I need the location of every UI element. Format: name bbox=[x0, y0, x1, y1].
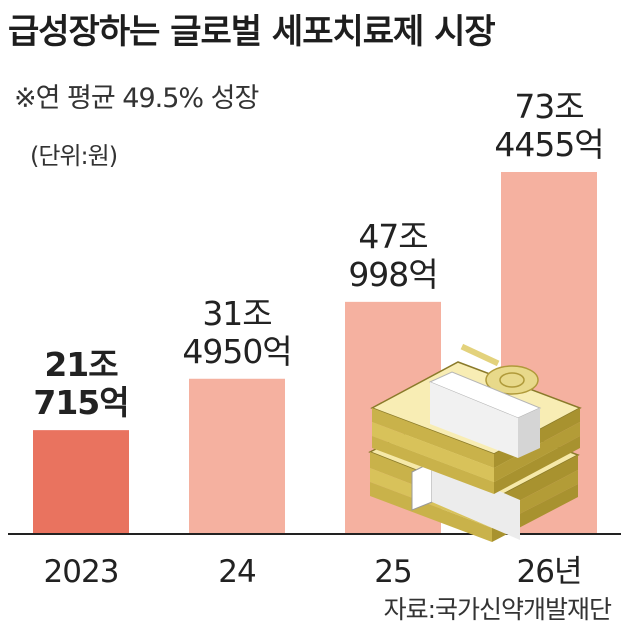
x-tick-25: 25 bbox=[374, 554, 411, 590]
chart-subtitle: ※연 평균 49.5% 성장 bbox=[14, 83, 259, 114]
x-tick-26년: 26년 bbox=[517, 554, 582, 590]
unit-label: (단위:원) bbox=[30, 142, 118, 170]
x-tick-2023: 2023 bbox=[44, 554, 119, 590]
data-label-25-1: 998억 bbox=[348, 255, 437, 294]
bar-24 bbox=[189, 378, 285, 534]
source-note: 자료:국가신약개발재단 bbox=[383, 595, 612, 624]
money-stack-icon bbox=[368, 343, 582, 542]
data-label-2023-0: 21조 bbox=[44, 345, 118, 384]
x-tick-labels-group: 2023 24 25 26년 bbox=[44, 554, 583, 590]
data-label-2023-1: 715억 bbox=[33, 383, 128, 422]
bar-2023 bbox=[33, 430, 129, 534]
data-label-26년-0: 73조 bbox=[514, 87, 583, 126]
x-tick-24: 24 bbox=[218, 554, 255, 590]
chart-title: 급성장하는 글로벌 세포치료제 시장 bbox=[8, 12, 496, 52]
data-label-25-0: 47조 bbox=[358, 217, 427, 256]
data-label-24-0: 31조 bbox=[202, 294, 271, 333]
data-label-24-1: 4950억 bbox=[182, 332, 291, 371]
data-label-26년-1: 4455억 bbox=[494, 125, 603, 164]
